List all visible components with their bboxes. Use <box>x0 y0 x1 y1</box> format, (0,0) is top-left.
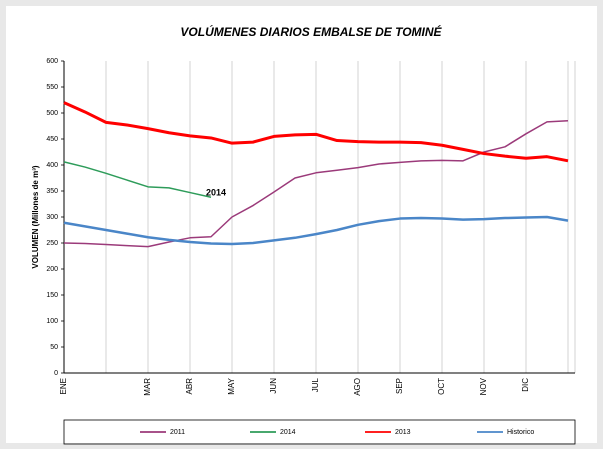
y-tick-label: 350 <box>46 188 58 195</box>
legend-label: 2013 <box>395 429 411 436</box>
x-tick-label: DIC <box>521 378 530 392</box>
y-tick-label: 100 <box>46 318 58 325</box>
legend-label: 2011 <box>170 429 185 436</box>
x-tick-label: JUL <box>311 377 320 392</box>
y-tick-label: 500 <box>46 110 58 117</box>
series-line <box>63 161 212 198</box>
x-tick-label: ENE <box>59 378 68 394</box>
y-tick-label: 0 <box>54 370 58 377</box>
chart-area <box>6 6 597 443</box>
y-tick-label: 400 <box>46 162 58 169</box>
y-tick-label: 200 <box>46 266 58 273</box>
y-tick-label: 300 <box>46 214 58 221</box>
annotation: 2014 <box>206 188 226 198</box>
x-tick-label: ABR <box>185 378 194 395</box>
y-axis-label: VOLUMEN (Millones de m³) <box>31 165 40 268</box>
x-tick-label: OCT <box>437 378 446 395</box>
series-line <box>63 215 569 246</box>
x-tick-label: SEP <box>395 378 404 394</box>
x-tick-label: JUN <box>269 378 278 394</box>
x-tick-label: AGO <box>353 378 362 396</box>
y-tick-label: 600 <box>46 58 58 65</box>
x-tick-label: MAY <box>227 377 236 394</box>
y-tick-label: 250 <box>46 240 58 247</box>
legend-label: Historico <box>507 429 534 436</box>
y-tick-label: 450 <box>46 136 58 143</box>
series-line <box>63 120 569 248</box>
y-tick-label: 50 <box>50 344 58 351</box>
chart-title: VOLÚMENES DIARIOS EMBALSE DE TOMINÉ <box>180 24 442 39</box>
x-tick-label: MAR <box>143 378 152 396</box>
legend-box <box>63 419 576 445</box>
x-tick-label: NOV <box>479 377 488 395</box>
series-line <box>63 101 569 163</box>
y-tick-label: 150 <box>46 292 58 299</box>
legend-label: 2014 <box>280 429 296 436</box>
y-tick-label: 550 <box>46 84 58 91</box>
